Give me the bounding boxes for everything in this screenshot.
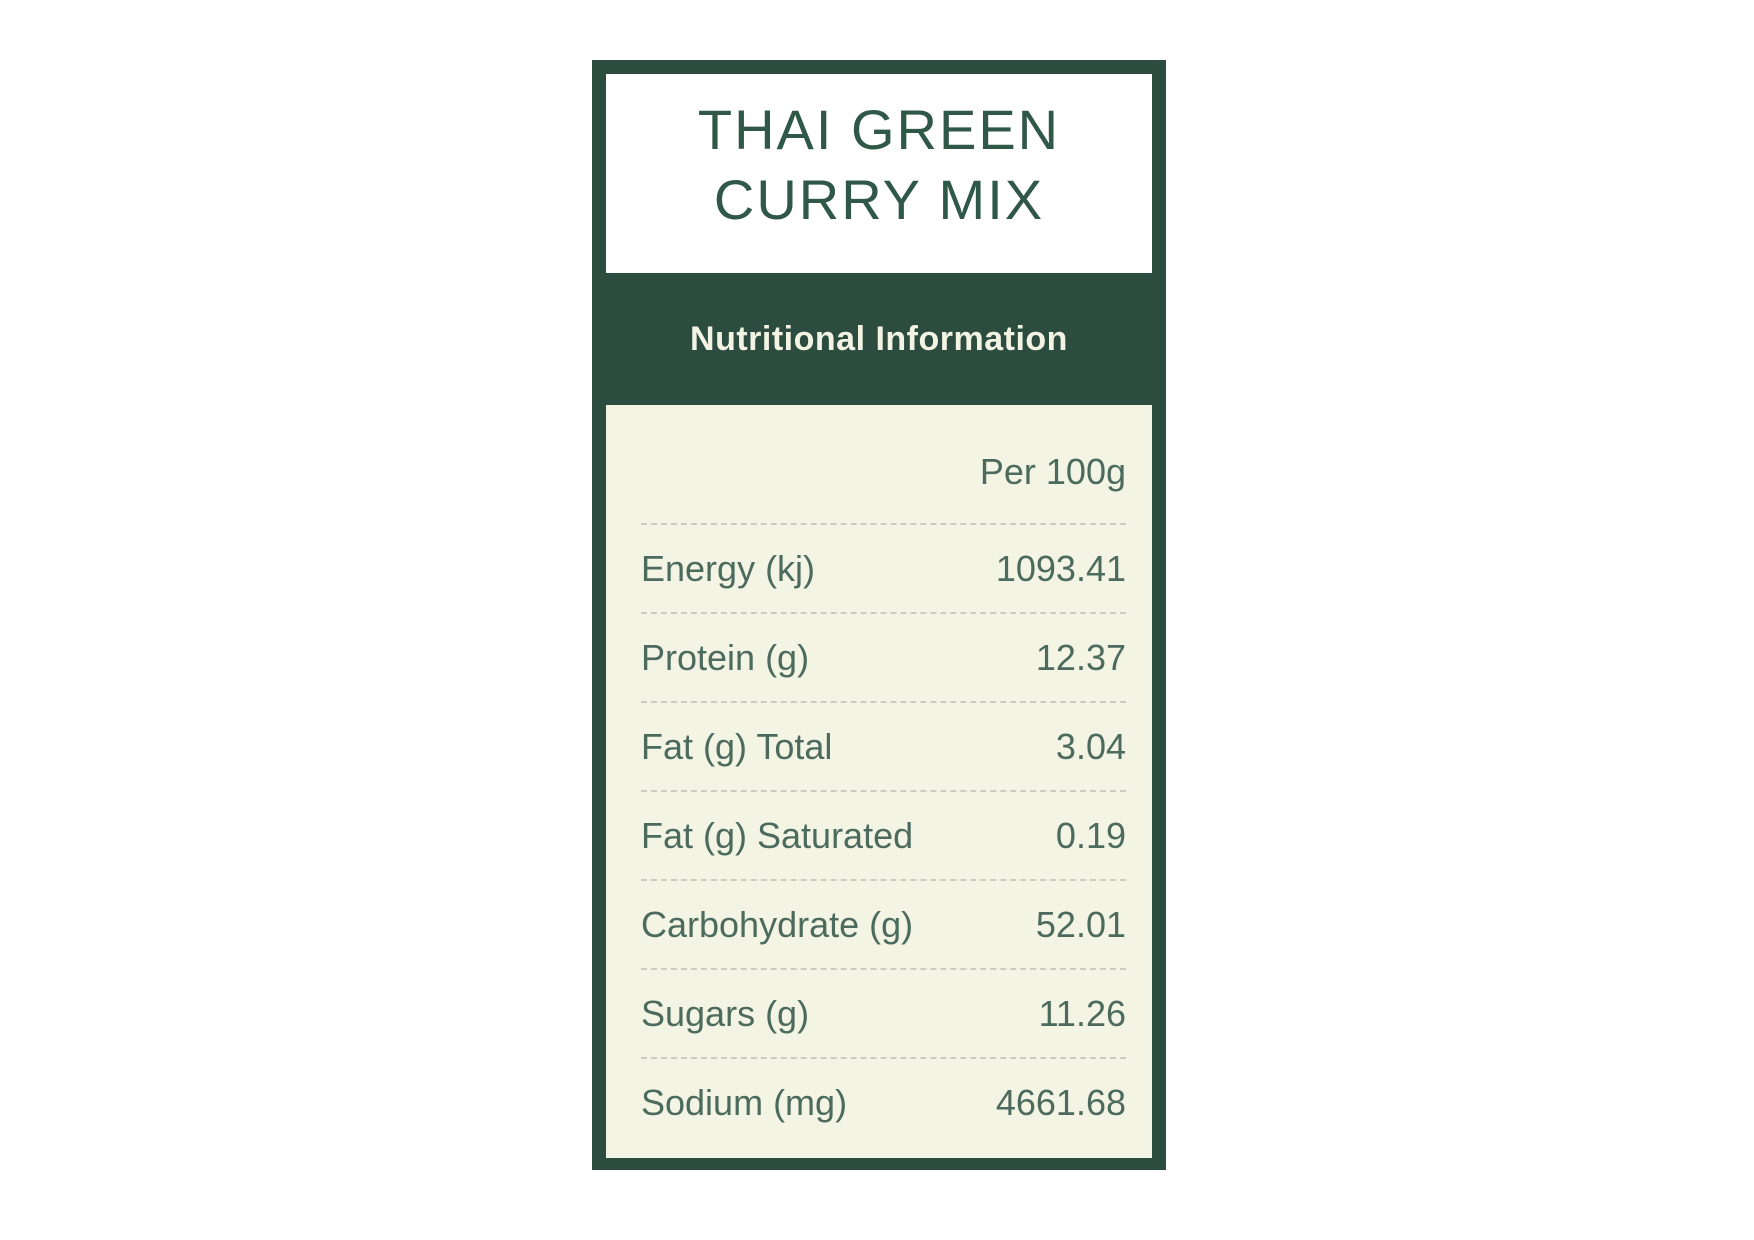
nutrient-value: 0.19: [1055, 814, 1126, 856]
nutrition-table: Per 100g Energy (kj) 1093.41 Protein (g)…: [606, 405, 1152, 1158]
nutrient-label: Energy (kj): [641, 547, 816, 589]
nutrient-label: Carbohydrate (g): [641, 903, 914, 945]
table-row: Fat (g) Total 3.04: [641, 701, 1126, 790]
product-title-line-1: THAI GREEN: [697, 97, 1061, 161]
product-title-box: THAI GREEN CURRY MIX: [606, 74, 1152, 273]
table-row: Fat (g) Saturated 0.19: [641, 790, 1126, 879]
nutrient-value: 11.26: [1038, 992, 1126, 1034]
nutrient-label: Fat (g) Total: [641, 725, 833, 767]
nutrient-value: 3.04: [1055, 725, 1126, 767]
table-row: Carbohydrate (g) 52.01: [641, 879, 1126, 968]
table-row: Protein (g) 12.37: [641, 612, 1126, 701]
nutrient-value: 4661.68: [995, 1081, 1126, 1123]
section-header-band: Nutritional Information: [606, 273, 1152, 405]
section-header-text: Nutritional Information: [690, 319, 1068, 358]
nutrient-value: 1093.41: [995, 547, 1126, 589]
nutrient-label: Protein (g): [641, 636, 810, 678]
nutrient-value: 52.01: [1035, 903, 1126, 945]
table-row: Sugars (g) 11.26: [641, 968, 1126, 1057]
nutrient-label: Fat (g) Saturated: [641, 814, 914, 856]
nutrient-label: Sugars (g): [641, 992, 810, 1034]
column-header-per-100g: Per 100g: [979, 451, 1126, 492]
nutrition-label-card: THAI GREEN CURRY MIX Nutritional Informa…: [592, 60, 1166, 1170]
table-row: Energy (kj) 1093.41: [641, 523, 1126, 612]
nutrient-value: 12.37: [1035, 636, 1126, 678]
nutrient-label: Sodium (mg): [641, 1081, 848, 1123]
product-title-line-2: CURRY MIX: [713, 167, 1045, 231]
table-row: Sodium (mg) 4661.68: [641, 1057, 1126, 1146]
table-header-row: Per 100g: [641, 405, 1126, 523]
